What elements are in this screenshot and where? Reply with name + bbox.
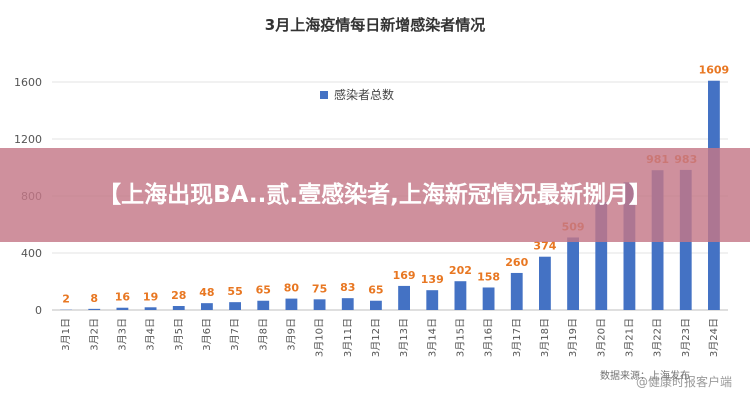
bar-3月13日 — [398, 285, 410, 310]
x-tick-label: 3月5日 — [173, 318, 185, 351]
data-label: 169 — [393, 269, 416, 282]
bar-3月6日 — [201, 303, 213, 310]
bar-3月4日 — [144, 307, 157, 310]
legend-label: 感染者总数 — [334, 88, 395, 102]
data-label: 374 — [533, 240, 556, 253]
y-tick-label: 1200 — [14, 133, 42, 146]
data-label: 8 — [90, 292, 98, 305]
x-tick-label: 3月8日 — [257, 318, 269, 351]
x-tick-label: 3月12日 — [370, 318, 382, 357]
chart-legend: 感染者总数 — [320, 86, 394, 103]
x-tick-label: 3月14日 — [426, 318, 438, 357]
bar-3月15日 — [454, 281, 467, 310]
x-tick-label: 3月15日 — [454, 318, 466, 357]
bar-3月9日 — [285, 298, 298, 310]
headline-banner: 【上海出现BA.️.贰.壹感染者,上海新冠情况最新捌月】 — [0, 148, 750, 242]
x-tick-label: 3月18日 — [539, 318, 551, 357]
bar-3月10日 — [313, 299, 326, 310]
x-tick-label: 3月10日 — [314, 318, 326, 357]
bar-3月3日 — [116, 307, 129, 310]
y-tick-label: 400 — [21, 247, 42, 260]
bar-3月21日 — [623, 182, 636, 310]
x-tick-label: 3月2日 — [88, 318, 100, 351]
headline-text: 【上海出现BA.️.贰.壹感染者,上海新冠情况最新捌月】 — [98, 182, 652, 208]
x-tick-label: 3月17日 — [511, 318, 523, 357]
watermark: @健康时报客户端 — [635, 375, 732, 389]
bar-3月5日 — [172, 306, 185, 310]
data-label: 2 — [62, 293, 70, 306]
bar-3月2日 — [88, 308, 101, 310]
x-tick-label: 3月1日 — [60, 318, 72, 351]
bar-3月8日 — [257, 300, 270, 310]
bar-3月18日 — [539, 256, 551, 310]
data-label: 55 — [227, 285, 242, 298]
data-label: 80 — [284, 282, 300, 295]
data-label: 1609 — [699, 64, 730, 77]
bar-3月12日 — [370, 300, 382, 310]
x-tick-label: 3月9日 — [285, 318, 297, 351]
x-tick-label: 3月19日 — [567, 318, 579, 357]
data-label: 16 — [115, 291, 131, 304]
x-tick-label: 3月11日 — [342, 318, 354, 357]
source-note: 数据来源：上海发布 — [600, 371, 690, 382]
x-tick-label: 3月22日 — [652, 318, 664, 357]
data-label: 158 — [477, 270, 500, 283]
x-tick-label: 3月20日 — [595, 318, 607, 357]
x-tick-label: 3月23日 — [680, 318, 692, 357]
x-tick-label: 3月24日 — [708, 318, 720, 357]
bar-3月19日 — [567, 237, 579, 310]
bar-3月20日 — [595, 201, 608, 310]
data-label: 65 — [368, 284, 383, 297]
data-label: 260 — [505, 256, 528, 269]
bar-3月17日 — [510, 272, 523, 310]
bar-3月7日 — [229, 302, 241, 310]
bar-3月11日 — [341, 298, 354, 310]
data-label: 65 — [256, 284, 271, 297]
x-tick-label: 3月21日 — [623, 318, 635, 357]
data-label: 139 — [421, 273, 444, 286]
x-tick-label: 3月3日 — [116, 318, 128, 351]
bar-3月14日 — [426, 290, 439, 310]
x-tick-label: 3月7日 — [229, 318, 241, 351]
y-tick-label: 0 — [35, 304, 42, 317]
data-label: 75 — [312, 282, 327, 295]
y-tick-label: 1600 — [14, 76, 42, 89]
data-label: 19 — [143, 290, 158, 303]
data-label: 48 — [199, 286, 214, 299]
data-label: 202 — [449, 264, 472, 277]
x-tick-label: 3月6日 — [201, 318, 213, 351]
data-label: 83 — [340, 281, 355, 294]
chart-title: 3月上海疫情每日新增感染者情况 — [264, 16, 486, 34]
data-label: 28 — [171, 289, 186, 302]
x-tick-label: 3月16日 — [483, 318, 495, 357]
x-tick-label: 3月13日 — [398, 318, 410, 357]
legend-swatch — [320, 90, 328, 99]
x-tick-label: 3月4日 — [145, 318, 157, 351]
bar-3月16日 — [482, 287, 495, 310]
